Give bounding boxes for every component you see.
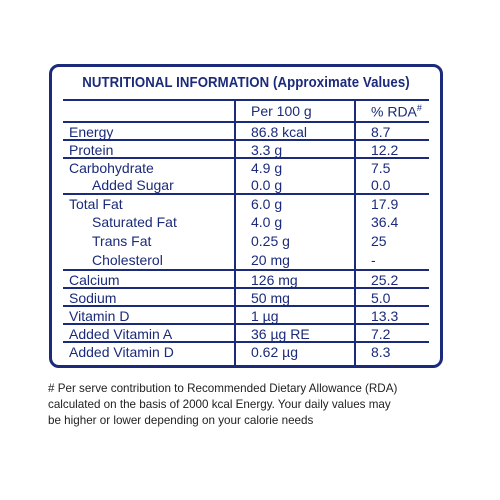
nutrient-rda: 7.5 (371, 160, 391, 176)
nutrient-row: Added Sugar 0.0 g 0.0 (52, 176, 440, 194)
rda-footnote-mark: # (416, 103, 422, 113)
nutrient-row: Total Fat 6.0 g 17.9 (52, 195, 440, 213)
column-divider (354, 99, 356, 365)
nutrient-rda: 25 (371, 233, 387, 249)
footnote: # Per serve contribution to Recommended … (48, 380, 448, 428)
divider (63, 193, 429, 195)
nutrition-panel: NUTRITIONAL INFORMATION (Approximate Val… (49, 64, 443, 368)
footnote-line: be higher or lower depending on your cal… (48, 413, 314, 427)
nutrient-row: Energy 86.8 kcal 8.7 (52, 123, 440, 141)
nutrient-rda: 8.7 (371, 124, 391, 140)
nutrient-name: Trans Fat (92, 233, 152, 249)
nutrient-row: Saturated Fat 4.0 g 36.4 (52, 213, 440, 231)
nutrient-amount: 20 mg (251, 252, 290, 268)
nutrient-amount: 0.62 µg (251, 344, 298, 360)
nutrient-name: Energy (69, 124, 114, 140)
nutrient-rda: 0.0 (371, 177, 391, 193)
nutrient-rda: 17.9 (371, 196, 399, 212)
nutrient-rda: 25.2 (371, 272, 399, 288)
nutrient-row: Carbohydrate 4.9 g 7.5 (52, 159, 440, 177)
nutrient-amount: 36 µg RE (251, 326, 310, 342)
nutrient-name: Protein (69, 142, 114, 158)
nutrient-name: Carbohydrate (69, 160, 154, 176)
nutrient-rda: 7.2 (371, 326, 391, 342)
divider (63, 269, 429, 271)
divider (63, 287, 429, 289)
nutrient-amount: 1 µg (251, 308, 279, 324)
nutrient-amount: 4.0 g (251, 214, 283, 230)
nutrient-row: Trans Fat 0.25 g 25 (52, 232, 440, 250)
nutrient-amount: 3.3 g (251, 142, 283, 158)
footnote-line: # Per serve contribution to Recommended … (48, 381, 398, 395)
nutrient-amount: 86.8 kcal (251, 124, 308, 140)
nutrient-name: Saturated Fat (92, 214, 177, 230)
nutrient-name: Cholesterol (92, 252, 163, 268)
nutrient-amount: 4.9 g (251, 160, 283, 176)
header-rda-label: % RDA (371, 103, 417, 120)
header-amount: Per 100 g (251, 103, 312, 119)
nutrient-name: Vitamin D (69, 308, 130, 324)
divider (63, 305, 429, 307)
nutrient-name: Calcium (69, 272, 120, 288)
header-rda: % RDA# (371, 103, 422, 120)
divider (63, 323, 429, 325)
nutrient-row: Vitamin D 1 µg 13.3 (52, 307, 440, 325)
nutrient-row: Cholesterol 20 mg - (52, 251, 440, 269)
nutrient-rda: 13.3 (371, 308, 399, 324)
nutrient-name: Sodium (69, 290, 117, 306)
nutrient-name: Added Sugar (92, 177, 174, 193)
nutrient-amount: 6.0 g (251, 196, 283, 212)
nutrient-rda: 12.2 (371, 142, 399, 158)
column-divider (234, 99, 236, 365)
nutrient-row: Added Vitamin A 36 µg RE 7.2 (52, 325, 440, 343)
nutrient-name: Added Vitamin D (69, 344, 174, 360)
panel-title: NUTRITIONAL INFORMATION (Approximate Val… (82, 74, 410, 91)
divider (63, 121, 429, 123)
nutrient-rda: 36.4 (371, 214, 399, 230)
nutrient-row: Protein 3.3 g 12.2 (52, 141, 440, 159)
footnote-line: calculated on the basis of 2000 kcal Ene… (48, 397, 391, 411)
nutrient-name: Added Vitamin A (69, 326, 173, 342)
divider (63, 139, 429, 141)
divider (63, 157, 429, 159)
nutrient-amount: 0.0 g (251, 177, 283, 193)
nutrient-amount: 126 mg (251, 272, 298, 288)
nutrient-rda: 5.0 (371, 290, 391, 306)
nutrient-row: Calcium 126 mg 25.2 (52, 271, 440, 289)
divider (63, 341, 429, 343)
nutrient-row: Sodium 50 mg 5.0 (52, 289, 440, 307)
nutrient-name: Total Fat (69, 196, 123, 212)
nutrient-row: Added Vitamin D 0.62 µg 8.3 (52, 343, 440, 361)
nutrient-amount: 0.25 g (251, 233, 290, 249)
nutrient-rda: - (371, 252, 376, 268)
divider (63, 99, 429, 101)
nutrient-amount: 50 mg (251, 290, 290, 306)
nutrient-rda: 8.3 (371, 344, 391, 360)
